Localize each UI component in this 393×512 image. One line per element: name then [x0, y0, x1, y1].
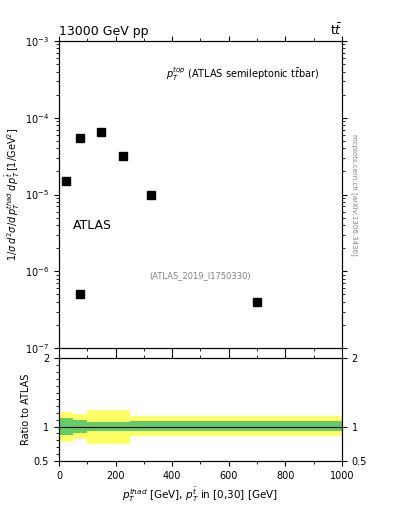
Text: (ATLAS_2019_I1750330): (ATLAS_2019_I1750330) [150, 271, 251, 281]
Y-axis label: Ratio to ATLAS: Ratio to ATLAS [21, 374, 31, 445]
X-axis label: $p_T^{thad}$ [GeV], $p_T^{\bar{t}}$ in [0,30] [GeV]: $p_T^{thad}$ [GeV], $p_T^{\bar{t}}$ in [… [122, 486, 279, 504]
Text: ATLAS: ATLAS [73, 219, 112, 232]
Text: 13000 GeV pp: 13000 GeV pp [59, 26, 149, 38]
Y-axis label: $1 / \sigma \, d^2\sigma / d \, p_T^{thad} \, d \, p_T^{\bar{t}} \, [1/\mathrm{G: $1 / \sigma \, d^2\sigma / d \, p_T^{tha… [4, 128, 22, 261]
Y-axis label: mcplots.cern.ch [arXiv:1306.3436]: mcplots.cern.ch [arXiv:1306.3436] [351, 134, 358, 255]
Text: t$\bar{t}$: t$\bar{t}$ [330, 23, 342, 38]
Text: $p_T^{top}$ (ATLAS semileptonic t$\bar{t}$bar): $p_T^{top}$ (ATLAS semileptonic t$\bar{t… [167, 66, 320, 83]
